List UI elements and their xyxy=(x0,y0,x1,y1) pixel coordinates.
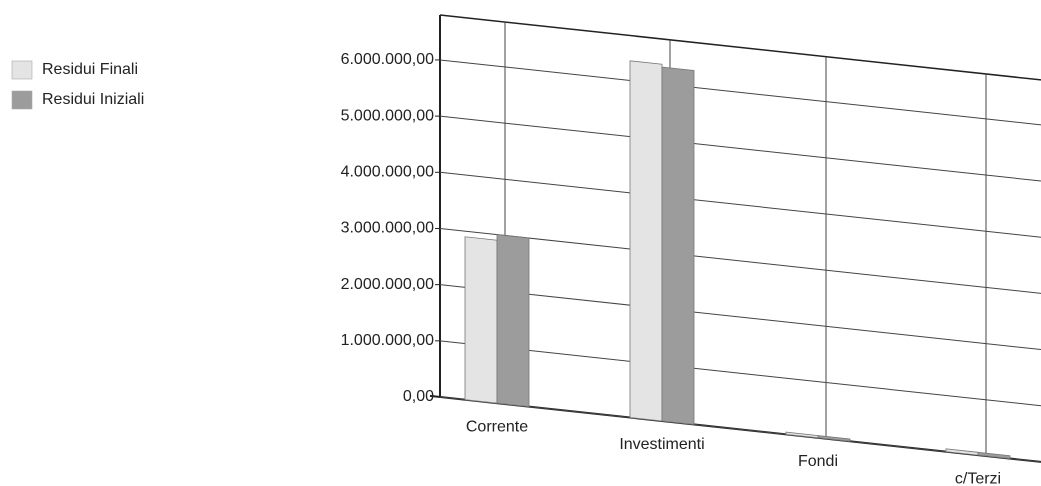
y-tick-label: 6.000.000,00 xyxy=(341,51,435,68)
x-tick-label: c/Terzi xyxy=(955,470,1001,486)
grid-line xyxy=(439,396,1041,463)
grid-line xyxy=(439,115,1041,182)
bar xyxy=(496,234,530,408)
legend-swatch xyxy=(11,60,33,80)
bar xyxy=(977,451,1011,460)
legend-label: Residui Iniziali xyxy=(42,91,144,108)
bar xyxy=(464,236,498,404)
y-tick-label: 2.000.000,00 xyxy=(341,276,435,293)
grid-line xyxy=(439,340,1041,407)
y-tick-label: 0,00 xyxy=(403,388,434,405)
x-tick-label: Corrente xyxy=(466,418,528,435)
y-tick-label: 1.000.000,00 xyxy=(341,332,435,349)
y-tick-label: 3.000.000,00 xyxy=(341,220,435,237)
x-tick-label: Investimenti xyxy=(619,436,704,453)
bar xyxy=(661,66,695,425)
grid-line xyxy=(439,59,1041,126)
grid-line xyxy=(439,227,1041,294)
legend-swatch xyxy=(11,90,33,110)
grid-line xyxy=(439,171,1041,238)
legend-label: Residui Finali xyxy=(42,61,138,78)
top-frame xyxy=(439,14,1041,81)
bar xyxy=(629,60,663,422)
grid-line xyxy=(439,284,1041,351)
y-tick-label: 5.000.000,00 xyxy=(341,107,435,124)
bar xyxy=(817,435,851,442)
y-tick-label: 4.000.000,00 xyxy=(341,164,435,181)
x-tick-label: Fondi xyxy=(798,453,838,470)
